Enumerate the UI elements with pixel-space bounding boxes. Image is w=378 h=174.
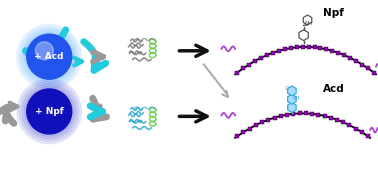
Text: O: O xyxy=(284,86,289,92)
Circle shape xyxy=(22,84,77,139)
Circle shape xyxy=(17,24,82,89)
Circle shape xyxy=(27,89,72,134)
Polygon shape xyxy=(288,86,296,96)
Text: Acd: Acd xyxy=(323,84,345,94)
Circle shape xyxy=(36,42,53,60)
Circle shape xyxy=(24,86,74,136)
Polygon shape xyxy=(288,103,296,112)
Text: + Npf: + Npf xyxy=(35,107,64,116)
Text: NH: NH xyxy=(305,21,313,26)
Circle shape xyxy=(27,34,72,79)
Circle shape xyxy=(17,79,82,144)
Text: NH: NH xyxy=(293,96,301,101)
Circle shape xyxy=(19,82,79,141)
Polygon shape xyxy=(288,94,296,104)
Circle shape xyxy=(19,27,79,86)
Circle shape xyxy=(24,32,74,82)
Circle shape xyxy=(22,29,77,84)
Text: Npf: Npf xyxy=(323,8,344,18)
Text: + Acd: + Acd xyxy=(34,52,64,61)
